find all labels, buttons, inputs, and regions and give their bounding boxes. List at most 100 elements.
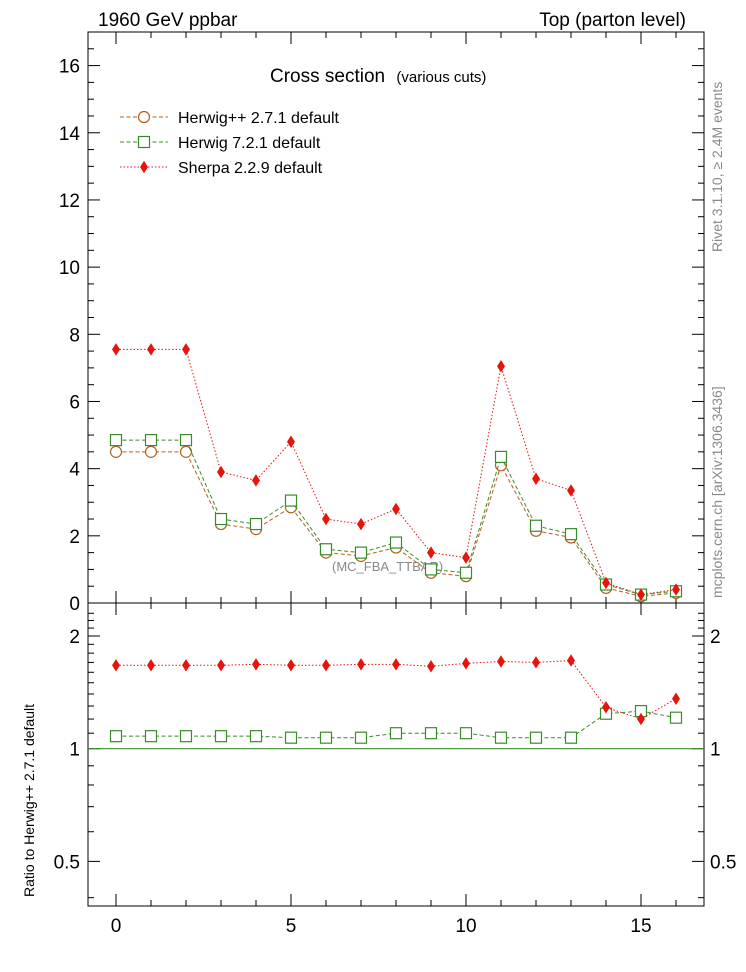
main-data-point <box>497 359 505 373</box>
main-series-line-0 <box>116 451 677 597</box>
main-data-point <box>354 546 368 559</box>
ratio-data-point <box>217 659 225 672</box>
main-data-point <box>112 343 120 356</box>
ratio-data-point <box>322 659 330 672</box>
legend-label: Sherpa 2.2.9 default <box>178 160 323 177</box>
main-y-tick-label: 10 <box>59 258 80 279</box>
ratio-data-point <box>459 727 473 740</box>
ratio-y-tick-label-right: 2 <box>710 627 721 648</box>
main-data-point <box>322 512 330 526</box>
ratio-x-tick-label: 15 <box>630 916 651 937</box>
ratio-data-point <box>532 656 540 669</box>
legend: Herwig++ 2.7.1 default Herwig 7.2.1 defau… <box>120 110 340 177</box>
main-data-point <box>637 588 645 601</box>
ratio-data-point <box>144 730 158 743</box>
main-data-point <box>252 474 260 487</box>
main-panel-series <box>109 343 683 603</box>
main-data-point <box>564 528 578 541</box>
ratio-x-tick-label: 0 <box>111 916 122 937</box>
main-y-tick-label: 12 <box>59 191 80 212</box>
main-data-point <box>217 465 225 479</box>
main-data-point <box>109 433 123 447</box>
main-data-point <box>392 502 400 516</box>
main-data-point <box>357 517 365 531</box>
main-y-tick-label: 4 <box>69 460 80 481</box>
main-data-point <box>179 445 193 458</box>
legend-marker <box>137 135 151 149</box>
main-data-point <box>389 536 403 549</box>
ratio-data-point <box>669 711 683 724</box>
main-data-point <box>532 472 540 485</box>
main-data-point <box>144 433 158 447</box>
ratio-panel-axes: 0 5 10 15 0.5 0.5 1 1 2 2 <box>54 602 736 937</box>
main-data-point <box>494 450 508 463</box>
ratio-data-point <box>637 712 645 726</box>
main-data-point <box>144 445 158 458</box>
main-data-point <box>249 517 263 531</box>
main-y-tick-label: 0 <box>69 594 80 615</box>
ratio-data-point <box>179 730 193 743</box>
ratio-data-point <box>147 659 155 672</box>
ratio-data-point <box>567 654 575 667</box>
ratio-data-point <box>672 692 680 705</box>
ratio-data-point <box>529 731 543 744</box>
ratio-data-point <box>494 731 508 744</box>
chart-title: Cross section (various cuts) <box>270 66 486 87</box>
legend-marker <box>140 160 148 174</box>
legend-label: Herwig++ 2.7.1 default <box>178 110 340 127</box>
ratio-data-point <box>602 701 610 714</box>
ratio-x-tick-label: 10 <box>455 916 476 937</box>
ratio-data-point <box>462 657 470 670</box>
ratio-data-point <box>392 658 400 671</box>
main-data-point <box>567 484 575 497</box>
main-y-tick-label: 2 <box>69 527 80 548</box>
ratio-data-point <box>214 730 228 743</box>
ratio-data-point <box>109 730 123 743</box>
ratio-data-point <box>319 731 333 744</box>
main-series-line-2 <box>116 348 677 596</box>
header-right-label: Top (parton level) <box>539 10 686 31</box>
ratio-data-point <box>287 659 295 672</box>
ratio-data-point <box>249 730 263 743</box>
ratio-panel-frame <box>87 602 705 907</box>
header-left-label: 1960 GeV ppbar <box>98 10 238 31</box>
main-y-tick-label: 14 <box>59 124 81 145</box>
ratio-data-point <box>564 731 578 744</box>
main-panel-axes: 0 2 4 6 8 10 12 14 16 <box>59 31 705 615</box>
legend-marker <box>137 110 151 124</box>
main-data-point <box>182 343 190 356</box>
ratio-y-tick-label-left: 0.5 <box>54 852 80 873</box>
ratio-data-point <box>354 731 368 744</box>
main-data-point <box>672 583 680 596</box>
main-data-point <box>109 445 123 458</box>
main-data-point <box>214 512 228 526</box>
ratio-data-point <box>284 731 298 744</box>
ratio-x-tick-label: 5 <box>286 916 297 937</box>
ratio-data-point <box>497 655 505 668</box>
ratio-y-tick-label-right: 1 <box>710 740 721 761</box>
main-data-point <box>284 494 298 507</box>
chart-title-main: Cross section <box>270 66 385 87</box>
ratio-y-tick-label-left: 1 <box>69 740 80 761</box>
chart-title-sub: (various cuts) <box>396 69 486 86</box>
main-y-tick-label: 6 <box>69 392 80 413</box>
ratio-data-point <box>424 727 438 740</box>
main-data-point <box>424 563 438 576</box>
main-data-point <box>147 343 155 356</box>
legend-label: Herwig 7.2.1 default <box>178 135 321 152</box>
ratio-y-tick-label-left: 2 <box>69 627 80 648</box>
main-data-point <box>427 546 435 559</box>
analysis-watermark: (MC_FBA_TTBAR) <box>332 559 443 574</box>
ratio-data-point <box>427 660 435 673</box>
main-data-point <box>319 543 333 556</box>
ratio-data-point <box>182 659 190 672</box>
ratio-data-point <box>112 659 120 672</box>
main-data-point <box>602 576 610 590</box>
ratio-data-point <box>252 658 260 671</box>
main-y-tick-label: 8 <box>69 325 80 346</box>
main-data-point <box>529 519 543 532</box>
main-data-point <box>462 551 470 564</box>
ratio-data-point <box>389 727 403 740</box>
main-data-point <box>459 566 473 579</box>
